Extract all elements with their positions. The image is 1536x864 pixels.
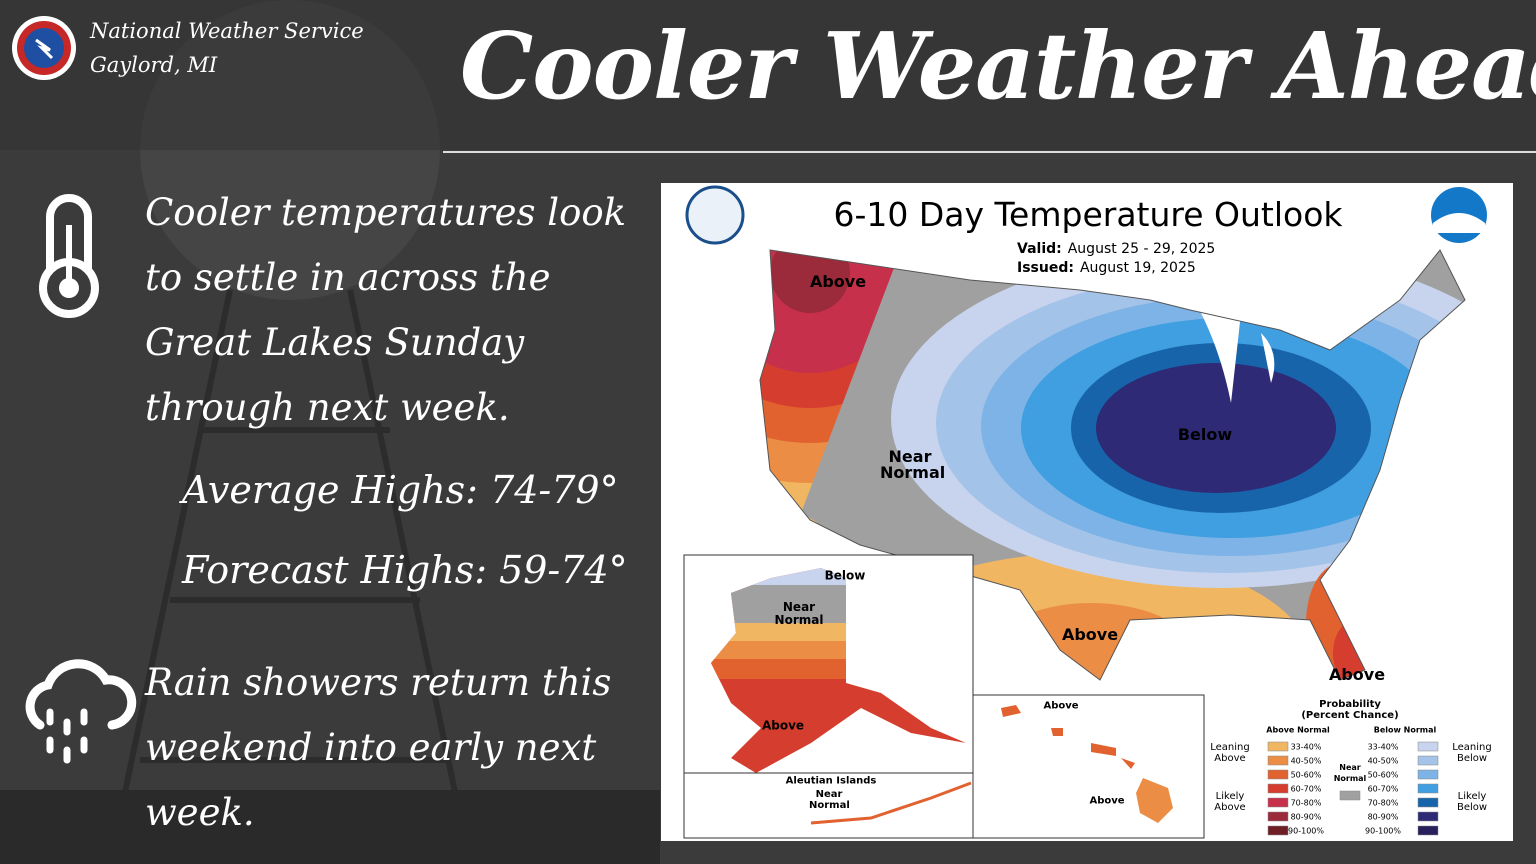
legend-swatch (1267, 797, 1289, 808)
legend-group: Leaning Above (1210, 742, 1250, 764)
legend-swatch (1267, 769, 1289, 780)
legend-swatch (1417, 811, 1439, 822)
forecast-highs: Forecast Highs: 59-74° (182, 548, 628, 592)
legend-swatch (1417, 797, 1439, 808)
legend-swatch (1267, 755, 1289, 766)
region-label: Above (1061, 625, 1119, 644)
valid-dates: August 25 - 29, 2025 (1067, 241, 1216, 257)
issued-line: Issued: August 19, 2025 (1017, 260, 1196, 276)
headline-rule (443, 151, 1536, 153)
legend-bin-label: 90-100% (1365, 826, 1401, 836)
legend-title: Probability (Percent Chance) (1301, 699, 1399, 721)
legend-bin-label: 80-90% (1367, 812, 1399, 822)
legend-group: Likely Below (1456, 791, 1488, 813)
headline: Cooler Weather Ahead (460, 12, 1536, 120)
legend-swatch (1417, 741, 1439, 752)
hawaii-label: Above (1043, 700, 1079, 712)
legend-swatch (1417, 769, 1439, 780)
legend-heading: Below Normal (1373, 725, 1437, 735)
legend-swatch (1267, 783, 1289, 794)
legend-swatch (1339, 790, 1361, 801)
hawaii-label: Above (1089, 795, 1125, 807)
legend-group: Leaning Below (1452, 742, 1492, 764)
org-name: National Weather Service (90, 19, 364, 43)
legend-swatch (1417, 783, 1439, 794)
alaska-label: Below (824, 568, 866, 583)
aleutian-title: Aleutian Islands (785, 775, 877, 787)
region-label: Near Normal (880, 447, 946, 482)
alaska-label: Near Normal (774, 600, 824, 627)
legend-bin-label: 50-60% (1290, 770, 1322, 780)
legend-bin-label: 90-100% (1288, 826, 1324, 836)
legend-swatch (1267, 825, 1289, 836)
legend-bin-label: 60-70% (1290, 784, 1322, 794)
average-highs: Average Highs: 74-79° (182, 468, 619, 512)
legend-bin-label: 33-40% (1290, 742, 1322, 752)
legend-heading: Above Normal (1266, 725, 1330, 735)
legend-bin-label: 70-80% (1367, 798, 1399, 808)
issued-label: Issued: (1017, 260, 1074, 276)
legend-bin-label: 40-50% (1290, 756, 1322, 766)
legend-swatch (1417, 755, 1439, 766)
legend-swatch (1417, 825, 1439, 836)
outlook-map: 6-10 Day Temperature Outlook Valid: Augus… (661, 183, 1513, 841)
rain-text: Rain showers return this weekend into ea… (145, 661, 612, 834)
alaska-label: Above (761, 718, 805, 733)
legend-swatch (1267, 741, 1289, 752)
outlook-title: 6-10 Day Temperature Outlook (833, 195, 1343, 234)
region-label: Above (1328, 665, 1386, 684)
legend-bin-label: 60-70% (1367, 784, 1399, 794)
org-block: National Weather Service Gaylord, MI (90, 14, 364, 82)
legend-bin-label: 40-50% (1367, 756, 1399, 766)
legend-bin-label: 80-90% (1290, 812, 1322, 822)
legend-group: Likely Above (1214, 791, 1246, 813)
legend-near: Near Normal (1333, 763, 1367, 783)
temperature-text: Cooler temperatures look to settle in ac… (145, 191, 627, 429)
legend-bin-label: 33-40% (1367, 742, 1399, 752)
region-label: Above (809, 272, 867, 291)
valid-line: Valid: August 25 - 29, 2025 (1017, 241, 1215, 257)
valid-label: Valid: (1017, 241, 1062, 257)
issued-date: August 19, 2025 (1079, 260, 1196, 276)
legend-swatch (1267, 811, 1289, 822)
map-art (683, 185, 1487, 839)
legend-bin-label: 50-60% (1367, 770, 1399, 780)
aleutian-label: Near Normal (809, 789, 850, 811)
region-label: Below (1177, 425, 1233, 444)
legend-bin-label: 70-80% (1290, 798, 1322, 808)
office-name: Gaylord, MI (90, 53, 218, 77)
